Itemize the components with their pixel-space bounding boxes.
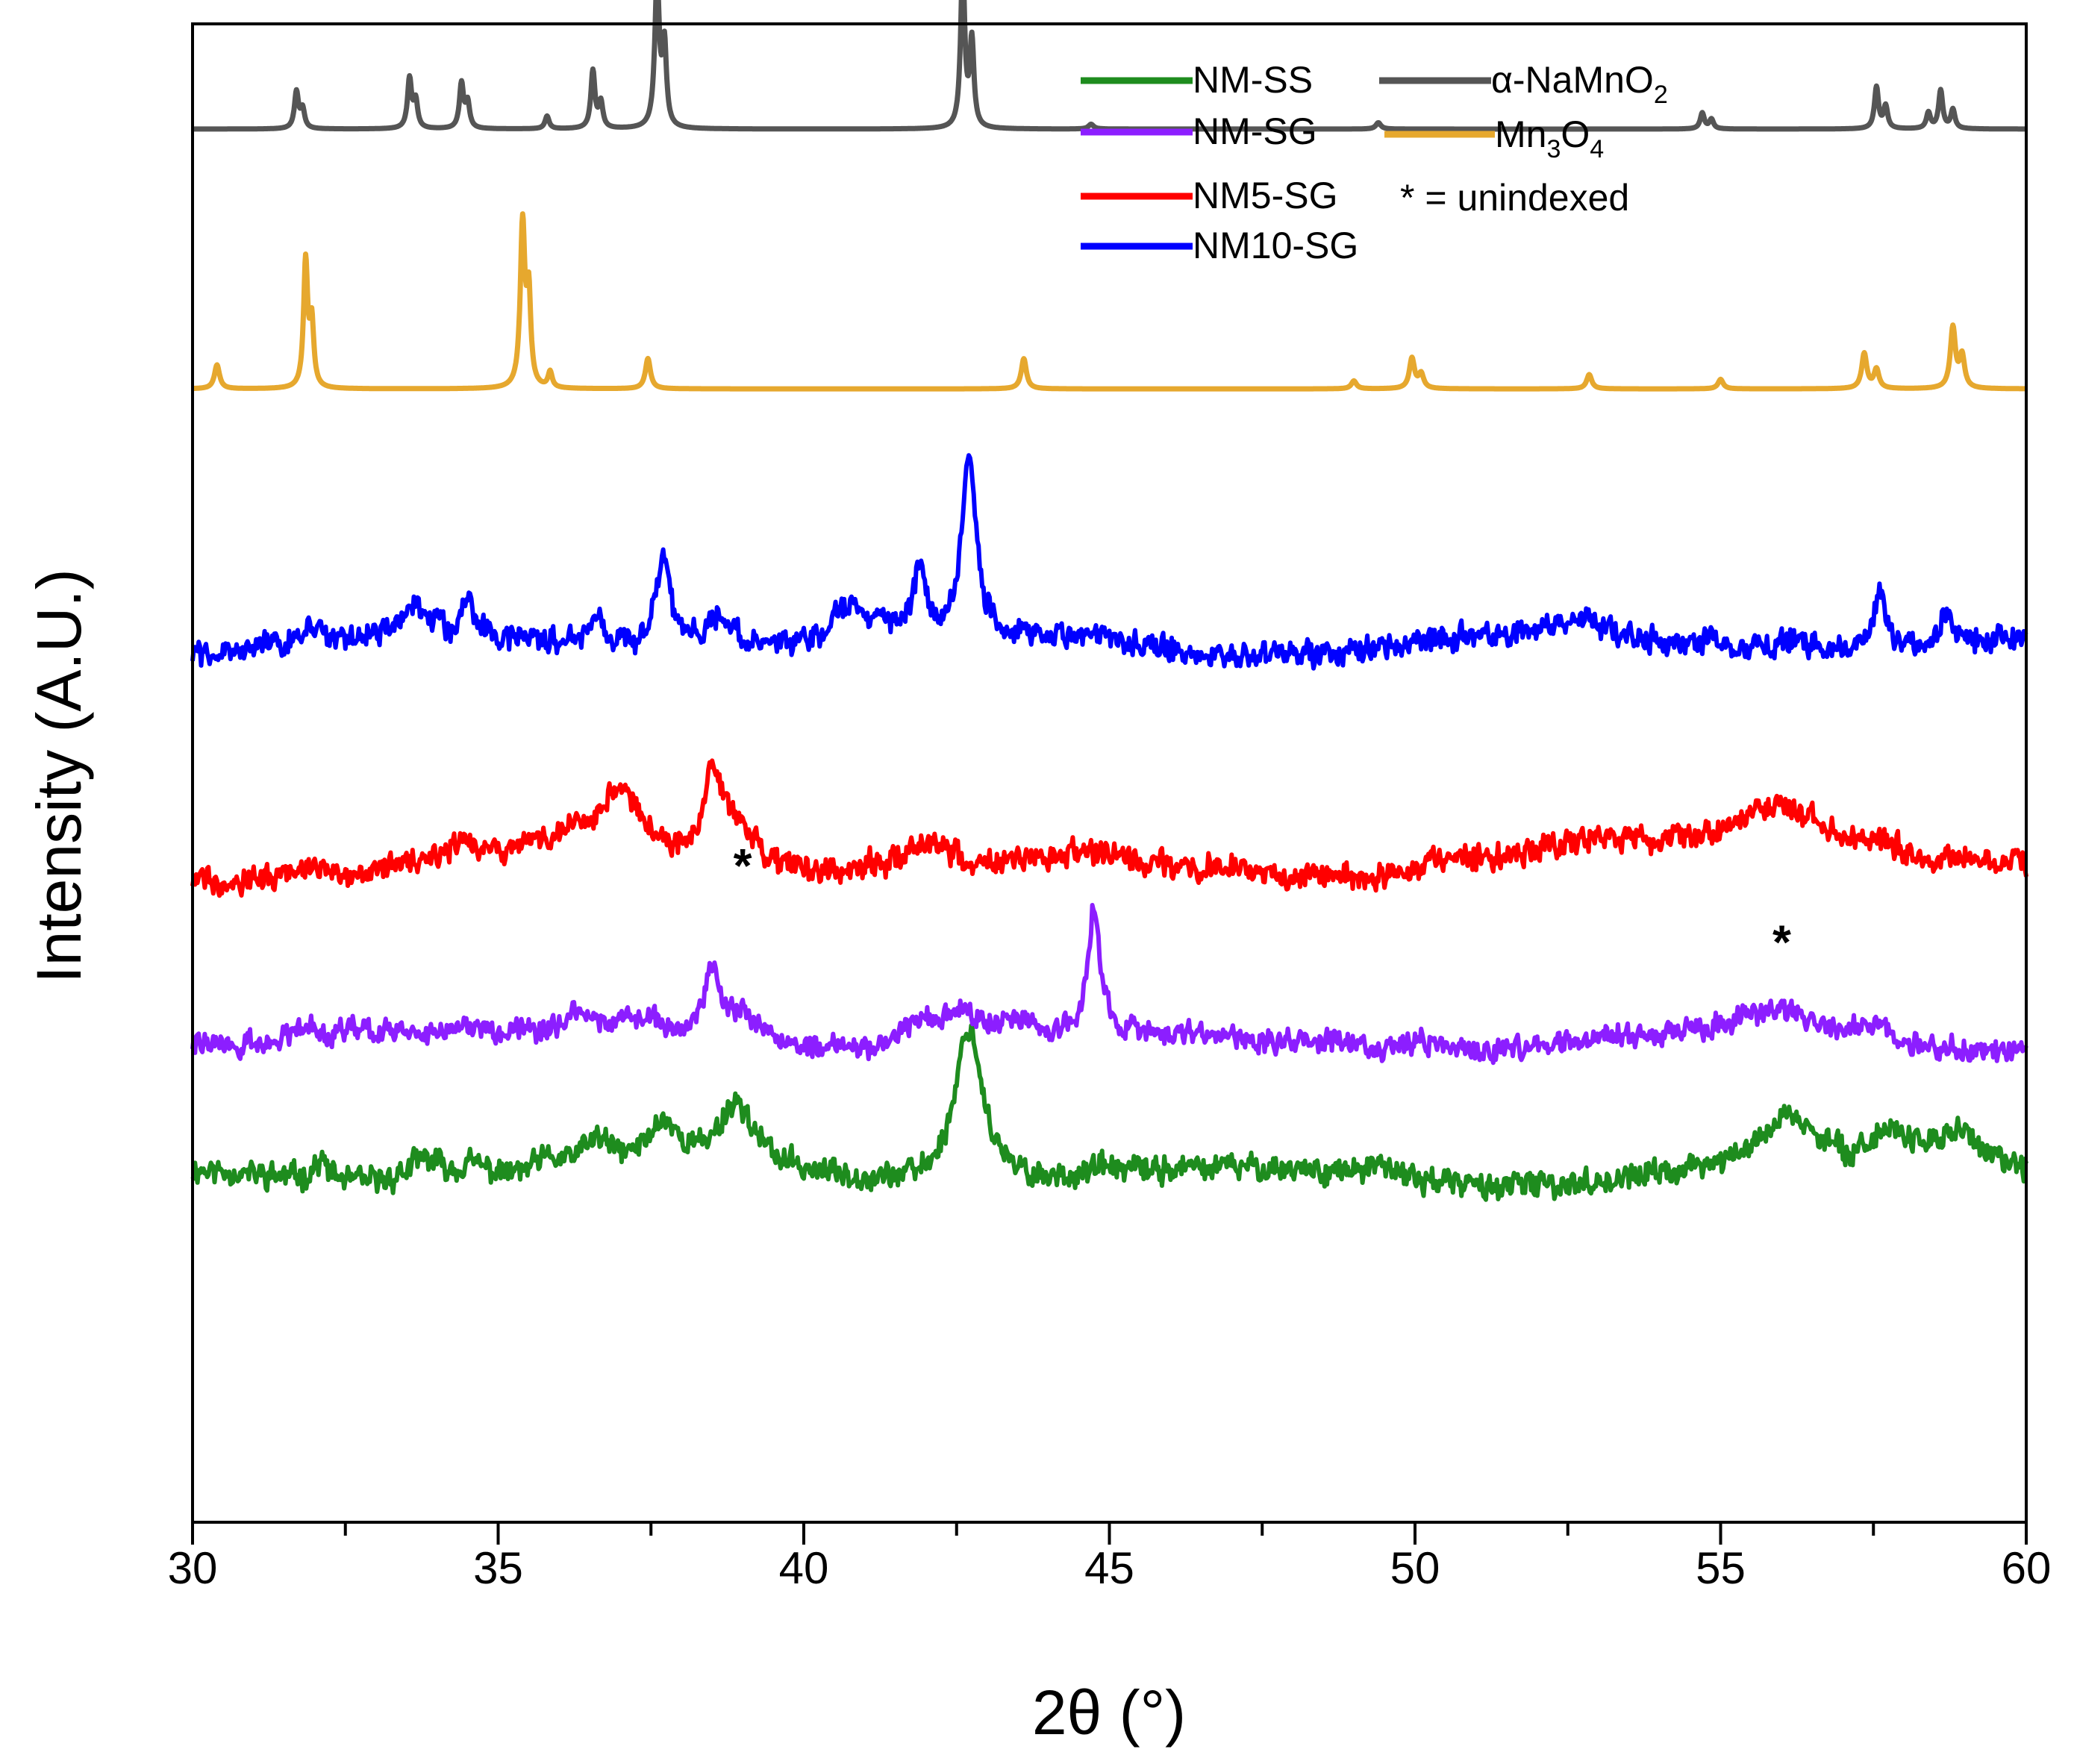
x-tick-label: 55 (1696, 1543, 1746, 1593)
series-line-nm5-sg (190, 758, 2028, 898)
unindexed-marker: * (734, 839, 752, 892)
legend-label-mn3o4: Mn3O4 (1495, 113, 1604, 163)
series-line--namno2 (190, 0, 2028, 132)
annotations: ** (734, 839, 1791, 969)
legend-label-na-mno2: α-NaMnO2 (1491, 59, 1668, 109)
series-line-mn3o4 (190, 211, 2028, 392)
x-tick-label: 45 (1084, 1543, 1134, 1593)
x-tick-label: 50 (1390, 1543, 1440, 1593)
x-tick-label: 60 (2002, 1543, 2052, 1593)
legend-label-nm-sg: NM-SG (1193, 110, 1317, 152)
legend-note-unindexed: * = unindexed (1400, 177, 1629, 219)
series-line-nm10-sg (190, 453, 2028, 671)
legend-label-nm-ss: NM-SS (1193, 59, 1313, 101)
series-layer (190, 0, 2028, 1202)
legend-label-nm5-sg: NM5-SG (1193, 175, 1337, 216)
x-axis-title: 2θ (°) (1032, 1677, 1186, 1748)
series-line-nm-sg (190, 903, 2028, 1066)
legend: NM-SS NM-SG NM5-SG NM10-SG α-NaMnO2 Mn3O… (1081, 59, 1668, 266)
unindexed-marker: * (1772, 915, 1791, 969)
x-tick-label: 30 (168, 1543, 218, 1593)
x-axis: 30 35 40 45 50 55 60 (168, 1522, 2052, 1593)
y-axis-title: Intensity (A.U.) (24, 569, 94, 983)
x-tick-label: 35 (473, 1543, 523, 1593)
legend-label-nm10-sg: NM10-SG (1193, 225, 1358, 266)
x-tick-label: 40 (779, 1543, 829, 1593)
series-line-nm-ss (190, 1023, 2028, 1202)
plot-area (190, 0, 2028, 1202)
